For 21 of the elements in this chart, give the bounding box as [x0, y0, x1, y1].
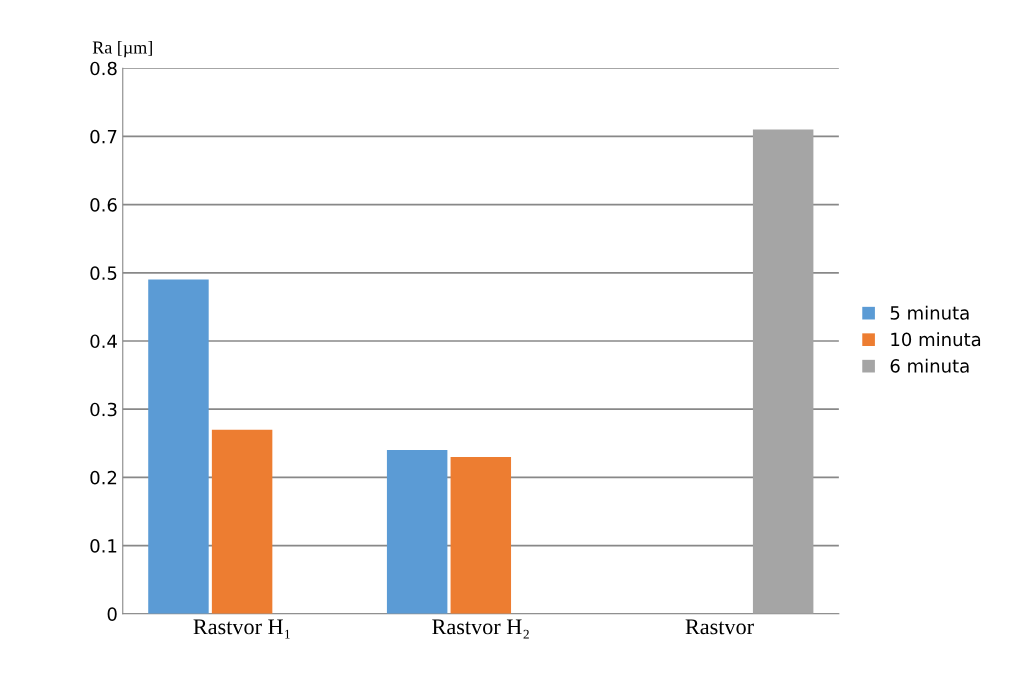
y-axis-title: Ra [µm] — [92, 40, 152, 58]
y-tick-label: 0.8 — [90, 61, 117, 76]
legend-label: 10 minuta — [891, 332, 981, 347]
legend-label: 6 minuta — [890, 358, 969, 373]
y-tick-label: 0.6 — [90, 198, 117, 212]
bar — [752, 129, 814, 614]
bar — [450, 456, 512, 614]
y-tick-label: 0.7 — [90, 129, 117, 144]
bar — [211, 429, 273, 614]
y-tick-label: 0.4 — [90, 334, 117, 349]
x-tick-label: Rastvor — [685, 619, 754, 635]
y-tick-label: 0.1 — [90, 539, 117, 553]
y-tick-label: 0 — [107, 607, 117, 621]
y-tick-label: 0.3 — [90, 402, 117, 417]
y-tick-label: 0.2 — [90, 470, 117, 485]
bar — [386, 450, 448, 614]
x-tick-label: Rastvor H₂ — [432, 619, 529, 639]
bar — [148, 279, 209, 614]
y-tick-label: 0.5 — [90, 266, 117, 280]
x-tick-label: Rastvor H₁ — [193, 619, 290, 639]
legend-label: 5 minuta — [890, 305, 969, 320]
